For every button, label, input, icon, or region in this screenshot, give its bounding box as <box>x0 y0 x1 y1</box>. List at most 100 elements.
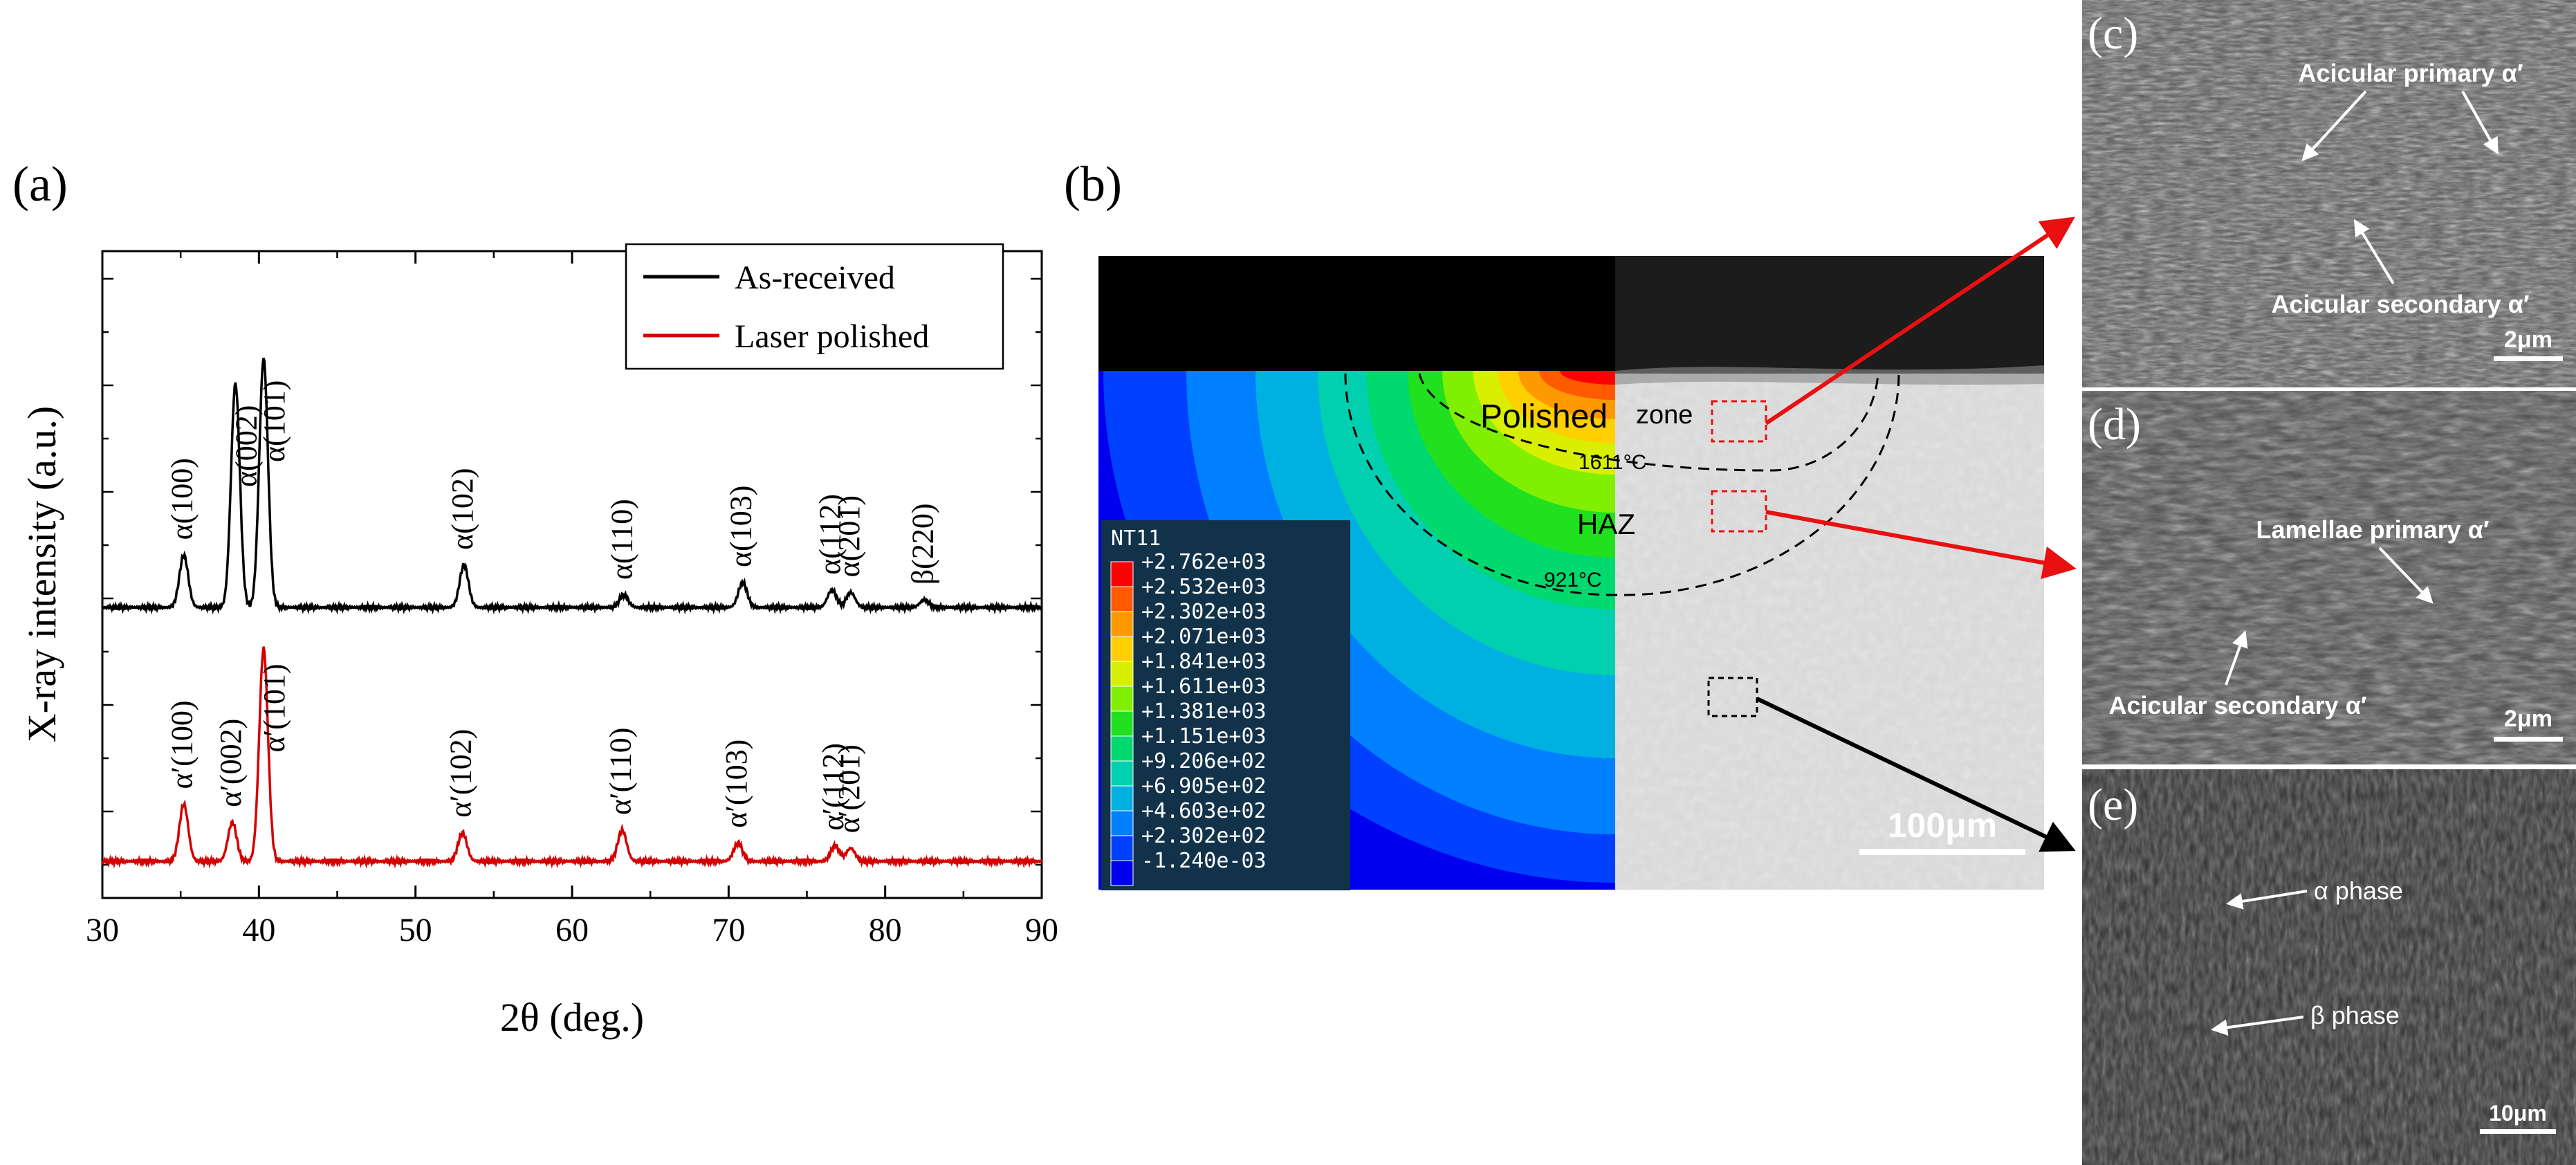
arrow-to-panel-c <box>1765 217 2075 425</box>
nt11-legend-title: NT11 <box>1111 526 1161 551</box>
peak-label: α′(110) <box>603 728 637 815</box>
nt11-swatch <box>1110 611 1134 637</box>
sem-e-scale-bar <box>2480 1129 2556 1134</box>
peak-label: α(103) <box>724 486 758 567</box>
zone-label-zone: zone <box>1636 401 1693 430</box>
zone-label-polished: Polished <box>1480 398 1608 435</box>
nt11-swatch <box>1110 785 1134 811</box>
sample-box-substrate <box>1707 677 1758 717</box>
y-axis-ticks <box>102 277 1042 866</box>
sem-c-arrow-primary-2 <box>2461 91 2499 155</box>
nt11-value: +2.762e+03 <box>1141 550 1267 574</box>
panel-b-thermal-simulation: (b) Polished zone 1611°C <box>1064 156 2044 890</box>
panel-label-c: (c) <box>2088 8 2138 59</box>
nt11-value: +2.302e+02 <box>1141 824 1267 848</box>
legend: As-received Laser polished <box>625 243 1004 370</box>
sem-e-arrow-beta <box>2211 1016 2304 1036</box>
sem-c-texture <box>2082 0 2576 387</box>
nt11-swatch <box>1110 586 1134 612</box>
peak-label: β(220) <box>905 503 939 585</box>
panel-d-sem: (d) Lamellae primary α′ Acicular seconda… <box>2082 391 2576 764</box>
zone-temp-1611: 1611°C <box>1579 451 1646 474</box>
x-tick-label: 60 <box>555 912 589 948</box>
nt11-value: +1.841e+03 <box>1141 650 1267 674</box>
x-tick-label: 70 <box>712 912 745 948</box>
sem-e-arrow-alpha <box>2226 890 2308 910</box>
fem-background-black <box>1098 256 1615 371</box>
x-tick-label: 50 <box>399 912 432 948</box>
nt11-swatch <box>1110 561 1134 587</box>
panel-a-xrd-chart: (a) 30 40 50 60 70 80 90 α(100)α(002)α(101)α(1… <box>12 156 1058 1040</box>
peak-label: α(101) <box>257 380 291 462</box>
scale-bar-b <box>1859 849 2025 855</box>
panel-label-d: (d) <box>2088 399 2141 450</box>
sem-d-label-primary: Lamellae primary α′ <box>2256 515 2490 544</box>
panel-label-a: (a) <box>12 156 68 212</box>
sem-e-label-beta: β phase <box>2310 1001 2400 1029</box>
sem-c-arrow-secondary <box>2353 219 2395 285</box>
series-lines <box>101 357 1043 869</box>
sem-d-scale-bar <box>2494 737 2563 742</box>
zone-temp-921: 921°C <box>1544 569 1602 591</box>
series-line-laser-polished <box>101 646 1043 869</box>
series-line-as-received <box>102 357 1043 615</box>
nt11-swatch <box>1110 835 1134 861</box>
nt11-value: +1.611e+03 <box>1141 675 1267 699</box>
peak-label: α(002) <box>229 405 263 487</box>
legend-label-laser-polished: Laser polished <box>735 318 929 355</box>
nt11-value: +1.151e+03 <box>1141 724 1267 749</box>
nt11-swatch <box>1110 735 1134 762</box>
peak-label: α′(201) <box>832 744 866 833</box>
micrograph-surface-edge <box>1615 365 2044 385</box>
legend-box <box>625 243 1004 370</box>
peak-label: α(201) <box>832 495 866 577</box>
nt11-swatch <box>1110 636 1134 662</box>
sem-d-texture <box>2082 391 2576 764</box>
nt11-swatch <box>1110 686 1134 712</box>
x-tick-label: 80 <box>869 912 902 948</box>
sem-c-scale-bar <box>2494 356 2563 361</box>
peak-label: α(112) <box>813 494 847 575</box>
nt11-value: +2.071e+03 <box>1141 625 1267 649</box>
sem-d-label-secondary: Acicular secondary α′ <box>2109 691 2367 719</box>
nt11-color-scale: +2.762e+03+2.532e+03+2.302e+03+2.071e+03… <box>1110 550 1267 886</box>
zone-label-haz: HAZ <box>1577 508 1635 540</box>
sample-box-haz <box>1711 490 1767 533</box>
peak-label: α′(101) <box>257 664 291 753</box>
sem-d-scale-label: 2μm <box>2504 706 2552 732</box>
sem-c-label-secondary: Acicular secondary α′ <box>2272 290 2530 318</box>
nt11-value: +6.905e+02 <box>1141 774 1267 798</box>
x-axis-label: 2θ (deg.) <box>500 995 644 1040</box>
arrow-to-panel-d <box>1765 510 2077 580</box>
nt11-value: +4.603e+02 <box>1141 799 1267 823</box>
nt11-swatch <box>1110 661 1134 687</box>
micrograph-top-dark <box>1615 256 2044 374</box>
panel-e-sem: (e) α phase β phase 10μm <box>2082 769 2576 1165</box>
x-tick-label: 40 <box>242 912 275 948</box>
panel-label-e: (e) <box>2088 780 2138 830</box>
panel-label-b: (b) <box>1064 156 1122 212</box>
sem-e-scale-label: 10μm <box>2489 1101 2547 1126</box>
y-axis-label: X-ray intensity (a.u.) <box>19 406 64 742</box>
sem-c-label-primary: Acicular primary α′ <box>2299 59 2523 87</box>
sample-box-polished <box>1711 400 1767 443</box>
x-tick-label: 30 <box>86 912 119 948</box>
peak-labels: α(100) α(002)α(101) α(102) α(110) α(103) α(11… <box>165 380 940 834</box>
nt11-swatch <box>1110 810 1134 836</box>
nt11-value: +2.532e+03 <box>1141 575 1267 599</box>
x-tick-label: 90 <box>1025 912 1058 948</box>
nt11-value: +9.206e+02 <box>1141 749 1267 773</box>
scale-bar-b-label: 100μm <box>1888 806 1997 845</box>
sem-e-texture <box>2082 769 2576 1165</box>
peak-label: α′(102) <box>444 729 478 818</box>
legend-label-as-received: As-received <box>735 259 895 296</box>
sem-d-arrow-secondary <box>2225 630 2248 686</box>
peak-label: α′(112) <box>816 743 850 830</box>
nt11-swatch <box>1110 760 1134 787</box>
sem-e-label-alpha: α phase <box>2314 877 2403 905</box>
x-axis-ticks: 30 40 50 60 70 80 90 <box>86 251 1058 948</box>
sem-d-arrow-primary <box>2378 547 2434 604</box>
nt11-swatch <box>1110 860 1134 886</box>
nt11-value: +1.381e+03 <box>1141 699 1267 724</box>
